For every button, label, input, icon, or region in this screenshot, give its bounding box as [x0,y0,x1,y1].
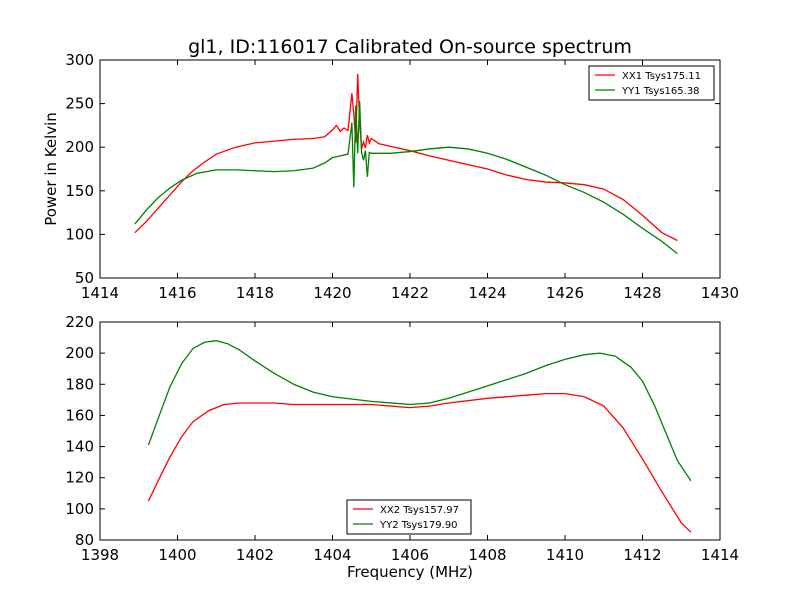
series-line-yy2 [147,340,692,482]
legend-box [346,499,472,535]
x-tick-label: 1414 [81,284,119,302]
x-tick-label: 1410 [546,546,584,564]
y-tick-label: 220 [65,313,94,331]
x-tick-label: 1402 [236,546,274,564]
x-tick-label: 1404 [313,546,351,564]
x-tick-label: 1414 [701,546,739,564]
x-tick-label: 1424 [468,284,506,302]
x-tick-label: 1398 [81,546,119,564]
x-tick-label: 1408 [468,546,506,564]
legend: XX2 Tsys157.97 YY2 Tsys179.90 [346,499,472,535]
legend: XX1 Tsys175.11 YY1 Tsys165.38 [588,65,715,101]
y-tick-label: 50 [75,269,94,287]
y-tick-label: 200 [65,344,94,362]
x-tick-label: 1422 [391,284,429,302]
legend-entry: YY1 Tsys165.38 [621,86,700,97]
y-tick-label: 120 [65,469,94,487]
x-tick-label: 1416 [158,284,196,302]
series-line-yy1 [134,100,678,255]
y-tick-label: 150 [65,182,94,200]
x-tick-label: 1412 [623,546,661,564]
x-axis-label: Frequency (MHz) [347,563,473,581]
plot-panel-2: 1398 1400 1402 1404 1406 1408 1410 1412 1414 80 10… [65,313,739,581]
y-axis-label: Power in Kelvin [42,112,60,226]
y-tick-label: 200 [65,138,94,156]
y-tick-label: 100 [65,500,94,518]
y-tick-label: 80 [75,531,94,549]
x-tick-label: 1406 [391,546,429,564]
series-line-xx2 [147,392,692,533]
legend-entry: XX1 Tsys175.11 [622,71,701,82]
x-tick-label: 1428 [623,284,661,302]
series-line-xx1 [134,73,678,242]
legend-entry: YY2 Tsys179.90 [379,520,458,531]
y-tick-label: 250 [65,95,94,113]
legend-entry: XX2 Tsys157.97 [380,505,459,516]
y-tick-label: 100 [65,225,94,243]
plot-panel-1: 1414 1416 1418 1420 1422 1424 1426 1428 1430 50 10… [42,51,739,302]
x-tick-label: 1420 [313,284,351,302]
y-tick-label: 140 [65,438,94,456]
chart-title: gl1, ID:116017 Calibrated On-source spec… [188,36,632,58]
x-tick-label: 1430 [701,284,739,302]
x-tick-label: 1418 [236,284,274,302]
y-tick-label: 300 [65,51,94,69]
y-tick-label: 180 [65,375,94,393]
y-tick-label: 160 [65,406,94,424]
x-tick-label: 1426 [546,284,584,302]
legend-box [588,65,715,101]
x-tick-label: 1400 [158,546,196,564]
